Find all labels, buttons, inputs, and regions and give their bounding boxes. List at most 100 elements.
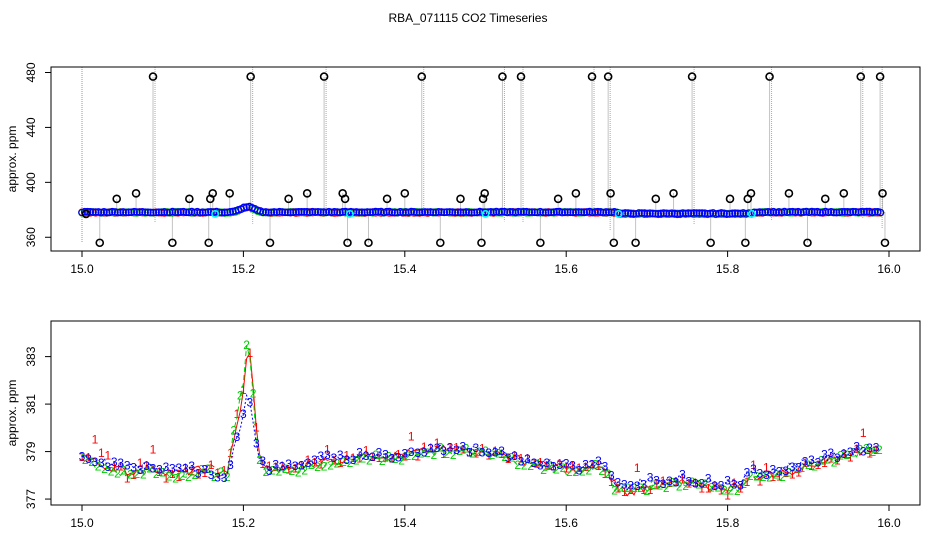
- series-3-marker: 3: [427, 442, 434, 456]
- series-3-point: [141, 208, 149, 217]
- series-3-point: [314, 207, 322, 216]
- series-3-point: [832, 208, 841, 217]
- series-3-marker: 3: [698, 476, 705, 490]
- series-3-marker: 3: [453, 443, 460, 457]
- series-2-marker: 2: [799, 461, 806, 475]
- series-3-point: [786, 208, 794, 216]
- series-3-point: [429, 208, 438, 217]
- series-1-marker: 1: [247, 346, 254, 360]
- series-3-point: [706, 209, 715, 218]
- series-1-marker: 1: [673, 475, 680, 489]
- series-3-marker: 3: [434, 441, 441, 455]
- series-3-marker: 3: [666, 474, 673, 488]
- series-2-marker: 2: [656, 479, 663, 493]
- series-1-marker: 1: [556, 456, 563, 470]
- series-3-point: [728, 209, 737, 218]
- series-3-marker: 3: [311, 453, 318, 467]
- series-2-marker: 2: [508, 450, 515, 464]
- series-3-point: [525, 208, 534, 217]
- series-2-marker: 2: [443, 447, 450, 461]
- series-3-point: [717, 209, 726, 217]
- series-1-marker: 1: [769, 470, 776, 484]
- series-3-marker: 3: [647, 471, 654, 485]
- series-3-marker: 3: [563, 456, 570, 470]
- series-1-marker: 1: [731, 476, 738, 490]
- series-1-marker: 1: [498, 447, 505, 461]
- series-2-marker: 2: [237, 389, 244, 403]
- series-3-marker: 3: [98, 456, 105, 470]
- series-3-marker: 3: [718, 479, 725, 493]
- series-1-marker: 1: [821, 456, 828, 470]
- series-3-point: [816, 208, 824, 217]
- series-1-marker: 1: [653, 477, 660, 491]
- series-3-marker: 3: [821, 448, 828, 462]
- series-2-marker: 2: [585, 464, 592, 478]
- spike-marker: [246, 72, 255, 81]
- series-1-marker: 1: [427, 441, 434, 455]
- series-2-marker: 2: [715, 480, 722, 494]
- series-1-marker: 1: [860, 426, 867, 440]
- series-3-point: [209, 208, 218, 216]
- series-3-point: [679, 209, 687, 217]
- series-1-marker: 1: [511, 448, 518, 462]
- series-3-point: [830, 208, 838, 217]
- series-1-marker: 1: [640, 483, 647, 497]
- series-2-marker: 2: [353, 453, 360, 467]
- series-1-marker: 1: [873, 443, 880, 457]
- series-2-marker: 2: [663, 481, 670, 495]
- chart-title: RBA_071115 CO2 Timeseries: [389, 11, 548, 25]
- series-1-marker: 1: [834, 454, 841, 468]
- series-3-point: [220, 208, 229, 217]
- series-1-marker: 1: [298, 458, 305, 472]
- series-2-marker: 2: [217, 465, 224, 479]
- spike-marker: [208, 189, 218, 198]
- series-3-marker: 3: [537, 459, 544, 473]
- series-1-marker: 1: [847, 450, 854, 464]
- series-1-marker: 1: [130, 468, 137, 482]
- top-x-axis: 15.0 15.2 15.4 15.6 15.8 16.0: [70, 251, 901, 276]
- series-3-marker: 3: [847, 445, 854, 459]
- series-2-marker: 2: [463, 442, 470, 456]
- series-3-point: [569, 208, 577, 217]
- series-1-marker: 1: [866, 446, 873, 460]
- series-2-marker: 2: [392, 452, 399, 466]
- top-x-tick-label: 16.0: [877, 262, 901, 276]
- series-1-marker: 1: [137, 456, 144, 470]
- series-2-marker: 2: [850, 446, 857, 460]
- series-3-point: [198, 208, 207, 216]
- series-3-point: [445, 208, 454, 216]
- series-3-point: [267, 208, 276, 217]
- series-3-point: [344, 208, 352, 216]
- series-3-marker: 3: [305, 456, 312, 470]
- series-1-marker: 1: [485, 448, 492, 462]
- series-3-marker: 3: [589, 458, 596, 472]
- series-1-marker: 1: [724, 488, 731, 502]
- spike-marker: [516, 72, 526, 81]
- series-3-marker: 3: [582, 458, 589, 472]
- series-2-marker: 2: [734, 484, 741, 498]
- series-3-marker: 3: [214, 471, 221, 485]
- series-3-point: [294, 208, 303, 216]
- series-1-marker: 1: [253, 420, 260, 434]
- series-2-marker: 2: [753, 469, 760, 483]
- series-2-marker: 2: [159, 466, 166, 480]
- series-1-marker: 1: [853, 442, 860, 456]
- series-2-marker: 2: [476, 445, 483, 459]
- series-2-marker: 2: [857, 442, 864, 456]
- series-2-marker: 2: [573, 465, 580, 479]
- series-3-point: [465, 208, 473, 217]
- series-2-marker: 2: [502, 450, 509, 464]
- series-1-marker: 1: [679, 472, 686, 486]
- series-2-marker: 2: [308, 458, 315, 472]
- series-3-marker: 3: [330, 451, 337, 465]
- series-3-point: [840, 207, 849, 216]
- series-3-point: [349, 208, 358, 216]
- series-3-point: [407, 207, 416, 216]
- series-3-point: [637, 209, 646, 217]
- series-3-marker: 3: [104, 460, 111, 474]
- spike-marker: [669, 189, 678, 198]
- series-3-point: [124, 208, 133, 217]
- series-3-point: [528, 208, 536, 216]
- series-3-point: [775, 208, 783, 216]
- series-3-point: [605, 208, 613, 217]
